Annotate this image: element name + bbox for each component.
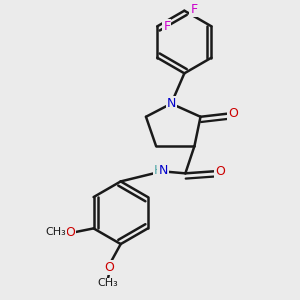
Text: O: O	[65, 226, 75, 239]
Text: N: N	[158, 164, 168, 177]
Text: CH₃: CH₃	[46, 227, 67, 237]
Text: O: O	[105, 261, 115, 274]
Text: CH₃: CH₃	[97, 278, 118, 289]
Text: F: F	[164, 20, 170, 33]
Text: O: O	[215, 165, 225, 178]
Text: F: F	[190, 3, 198, 16]
Text: N: N	[167, 97, 176, 110]
Text: O: O	[228, 107, 238, 120]
Text: H: H	[154, 164, 163, 177]
